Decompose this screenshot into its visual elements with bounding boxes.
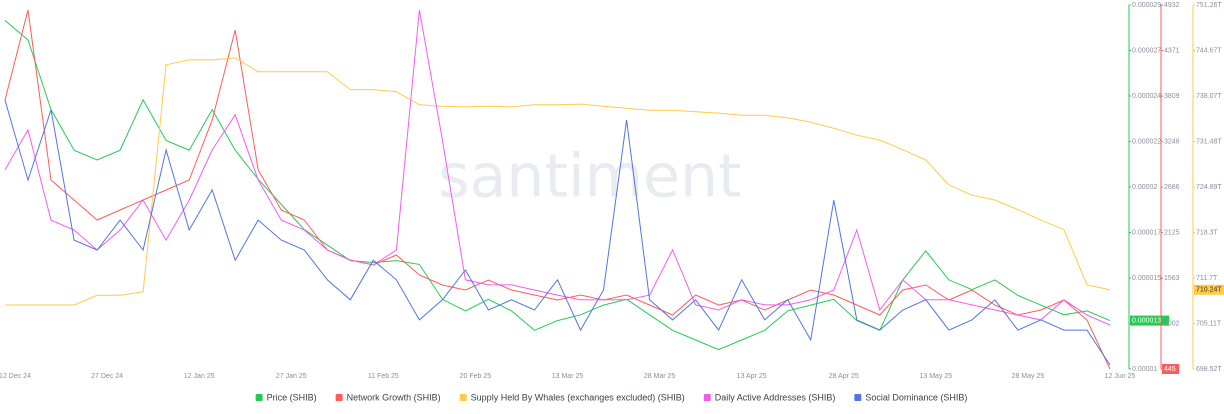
x-tick-label: 27 Jan 25 [276,373,307,380]
current-value-label: 445 [1164,366,1176,373]
x-tick-label: 20 Feb 25 [460,373,492,380]
legend-label: Social Dominance (SHIB) [865,392,967,402]
y-tick-label: 4371 [1164,47,1180,54]
current-value-label: 710.24T [1196,287,1222,294]
y-tick-label: 751.26T [1196,2,1222,9]
y-tick-label: 705.11T [1196,320,1222,327]
y-tick-label: 2125 [1164,230,1180,237]
legend-label: Supply Held By Whales (exchanges exclude… [471,392,685,402]
current-value-label: 0.000013 [1132,317,1161,324]
y-tick-label: 3248 [1164,138,1180,145]
x-tick-label: 13 Apr 25 [737,373,767,380]
legend-label: Price (SHIB) [267,392,317,402]
y-tick-label: 738.07T [1196,93,1222,100]
x-tick-label: 13 Mar 25 [552,373,584,380]
y-tick-label: 1002 [1164,321,1180,328]
x-tick-label: 28 Apr 25 [829,373,859,380]
legend-swatch [703,394,711,401]
legend-swatch [335,394,343,401]
current-value-badge [1194,284,1224,295]
x-tick-label: 12 Dec 24 [0,373,31,380]
x-tick-label: 28 May 25 [1012,373,1045,380]
y-tick-label: 711.7T [1196,275,1218,282]
y-tick-label: 718.3T [1196,229,1219,236]
y-tick-label: 0.000029 [1132,2,1161,9]
y-tick-label: 0.000024 [1132,93,1161,100]
x-tick-label: 12 Jan 25 [184,373,215,380]
y-tick-label: 731.48T [1196,138,1222,145]
y-tick-label: 0.000017 [1132,229,1161,236]
x-tick-label: 12 Jun 25 [1105,373,1136,380]
y-tick-label: 0.000027 [1132,47,1161,54]
current-value-badge [1130,315,1170,326]
legend-label: Daily Active Addresses (SHIB) [715,392,836,402]
y-tick-label: 0.000022 [1132,138,1161,145]
legend-swatch [459,394,467,401]
y-tick-label: 3809 [1164,93,1180,100]
y-tick-label: 0.00002 [1132,184,1157,191]
y-tick-label: 4932 [1164,2,1180,9]
series-line [5,57,1111,306]
series-line [4,9,1111,370]
x-tick-label: 11 Feb 25 [368,373,399,380]
series-line [4,99,1111,366]
legend-swatch [255,394,263,401]
x-tick-label: 27 Dec 24 [91,373,123,380]
x-tick-label: 28 Mar 25 [644,373,676,380]
current-value-badge [1162,364,1180,374]
y-tick-label: 1563 [1164,275,1180,282]
legend-swatch [854,394,862,401]
watermark: santiment [438,142,741,212]
y-tick-label: 0.00001 [1132,366,1157,373]
y-tick-label: 744.67T [1196,47,1222,54]
legend-label: Network Growth (SHIB) [347,392,441,402]
y-tick-label: 698.52T [1196,366,1222,373]
y-tick-label: 0.000015 [1132,275,1161,282]
series-line [4,20,1111,351]
y-tick-label: 724.89T [1196,184,1222,191]
y-tick-label: 2686 [1164,184,1180,191]
x-tick-label: 13 May 25 [919,373,952,380]
